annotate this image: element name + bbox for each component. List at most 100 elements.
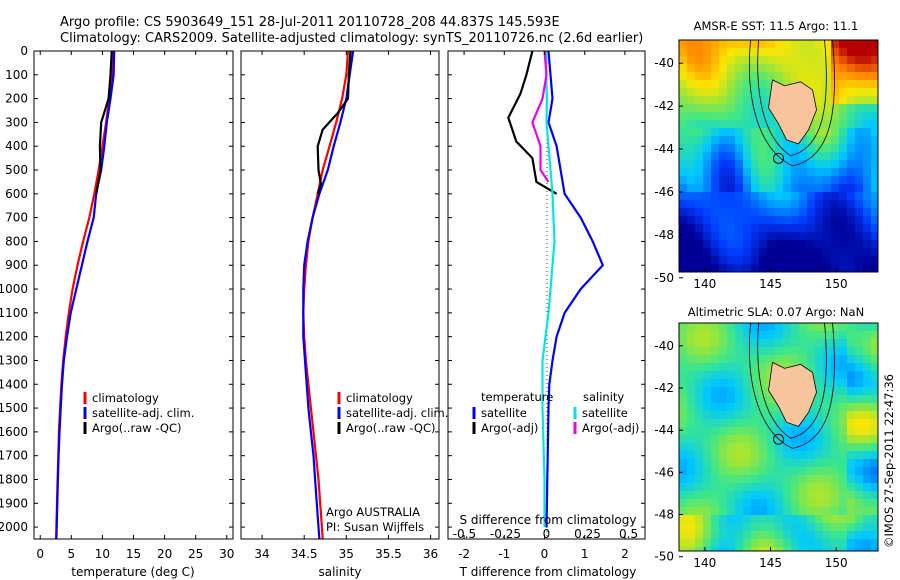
map-cell [727,355,736,364]
map-cell [799,339,808,348]
map-cell [783,427,792,436]
map-cell [679,371,688,380]
map-cell [847,40,856,49]
map-cell [703,475,712,484]
map-cell [727,387,736,396]
map-cell [847,152,856,161]
map-cell [759,331,768,340]
map-cell [687,355,696,364]
map-cell [823,264,832,272]
map-cell [695,427,704,436]
map-cell [687,232,696,241]
map-cell [679,403,688,412]
map-cell [807,192,816,201]
map-cell [759,395,768,404]
map-cell [807,144,816,153]
map-cell [679,136,688,145]
map-cell [791,144,800,153]
map-cell [863,539,872,548]
map-cell [751,491,760,500]
map-cell [871,411,878,420]
map-cell [807,216,816,225]
map-cell [831,411,840,420]
map-cell [775,48,784,57]
x-tick-label: 30 [219,547,234,561]
series-line-temperature-argo-adj- [507,51,558,195]
map-cell [799,523,808,532]
map-cell [703,491,712,500]
map-cell [695,491,704,500]
map-cell [719,387,728,396]
map-cell [791,192,800,201]
map-cell [815,339,824,348]
map-cell [783,200,792,209]
map-cell [847,435,856,444]
map-cell [695,160,704,169]
imos-credit: ©IMOS 27-Sep-2011 22:47:36 [882,374,896,548]
map-cell [767,347,776,356]
map-cell [743,128,752,137]
legend-label-sal-argo: Argo(-adj) [582,421,639,435]
map-cell [775,256,784,265]
map-cell [727,144,736,153]
map-cell [799,48,808,57]
map-y-tick-label: -40 [654,339,674,353]
map-cell [767,323,776,332]
map-cell [871,467,878,476]
map-cell [751,371,760,380]
map-cell [823,64,832,73]
map-cell [783,224,792,233]
map-cell [863,240,872,249]
map-cell [807,80,816,89]
map-cell [687,363,696,372]
map-cell [863,80,872,89]
map-cell [839,64,848,73]
map-cell [791,491,800,500]
map-cell [799,208,808,217]
map-cell [855,200,864,209]
map-cell [871,387,878,396]
map-cell [727,395,736,404]
map-cell [759,256,768,265]
map-cell [791,168,800,177]
map-cell [791,531,800,540]
map-cell [751,240,760,249]
map-cell [855,128,864,137]
map-cell [679,459,688,468]
series-line-satellite-adj-clim- [55,51,116,539]
map-cell [847,539,856,548]
map-cell [695,104,704,113]
map-cell [783,56,792,65]
map-cell [751,515,760,524]
map-cell [759,459,768,468]
map-cell [751,128,760,137]
map-cell [751,387,760,396]
map-cell [679,88,688,97]
map-cell [871,216,878,225]
map-cell [791,72,800,81]
map-cell [751,80,760,89]
map-cell [839,347,848,356]
map-cell [831,96,840,105]
salinity-annotation-line-2: PI: Susan Wijffels [326,520,424,534]
map-cell [727,427,736,436]
map-cell [847,443,856,452]
map-cell [767,40,776,49]
map-cell [839,184,848,193]
map-cell [703,160,712,169]
map-y-tick-label: -40 [654,56,674,70]
map-cell [815,40,824,49]
map-cell [871,264,878,272]
map-cell [823,192,832,201]
map-cell [759,355,768,364]
map-cell [855,48,864,57]
map-cell [679,395,688,404]
map-cell [775,240,784,249]
map-cell [871,184,878,193]
map-cell [695,240,704,249]
map-cell [719,168,728,177]
map-cell [695,395,704,404]
map-cell [807,339,816,348]
map-cell [815,216,824,225]
map-cell [719,144,728,153]
